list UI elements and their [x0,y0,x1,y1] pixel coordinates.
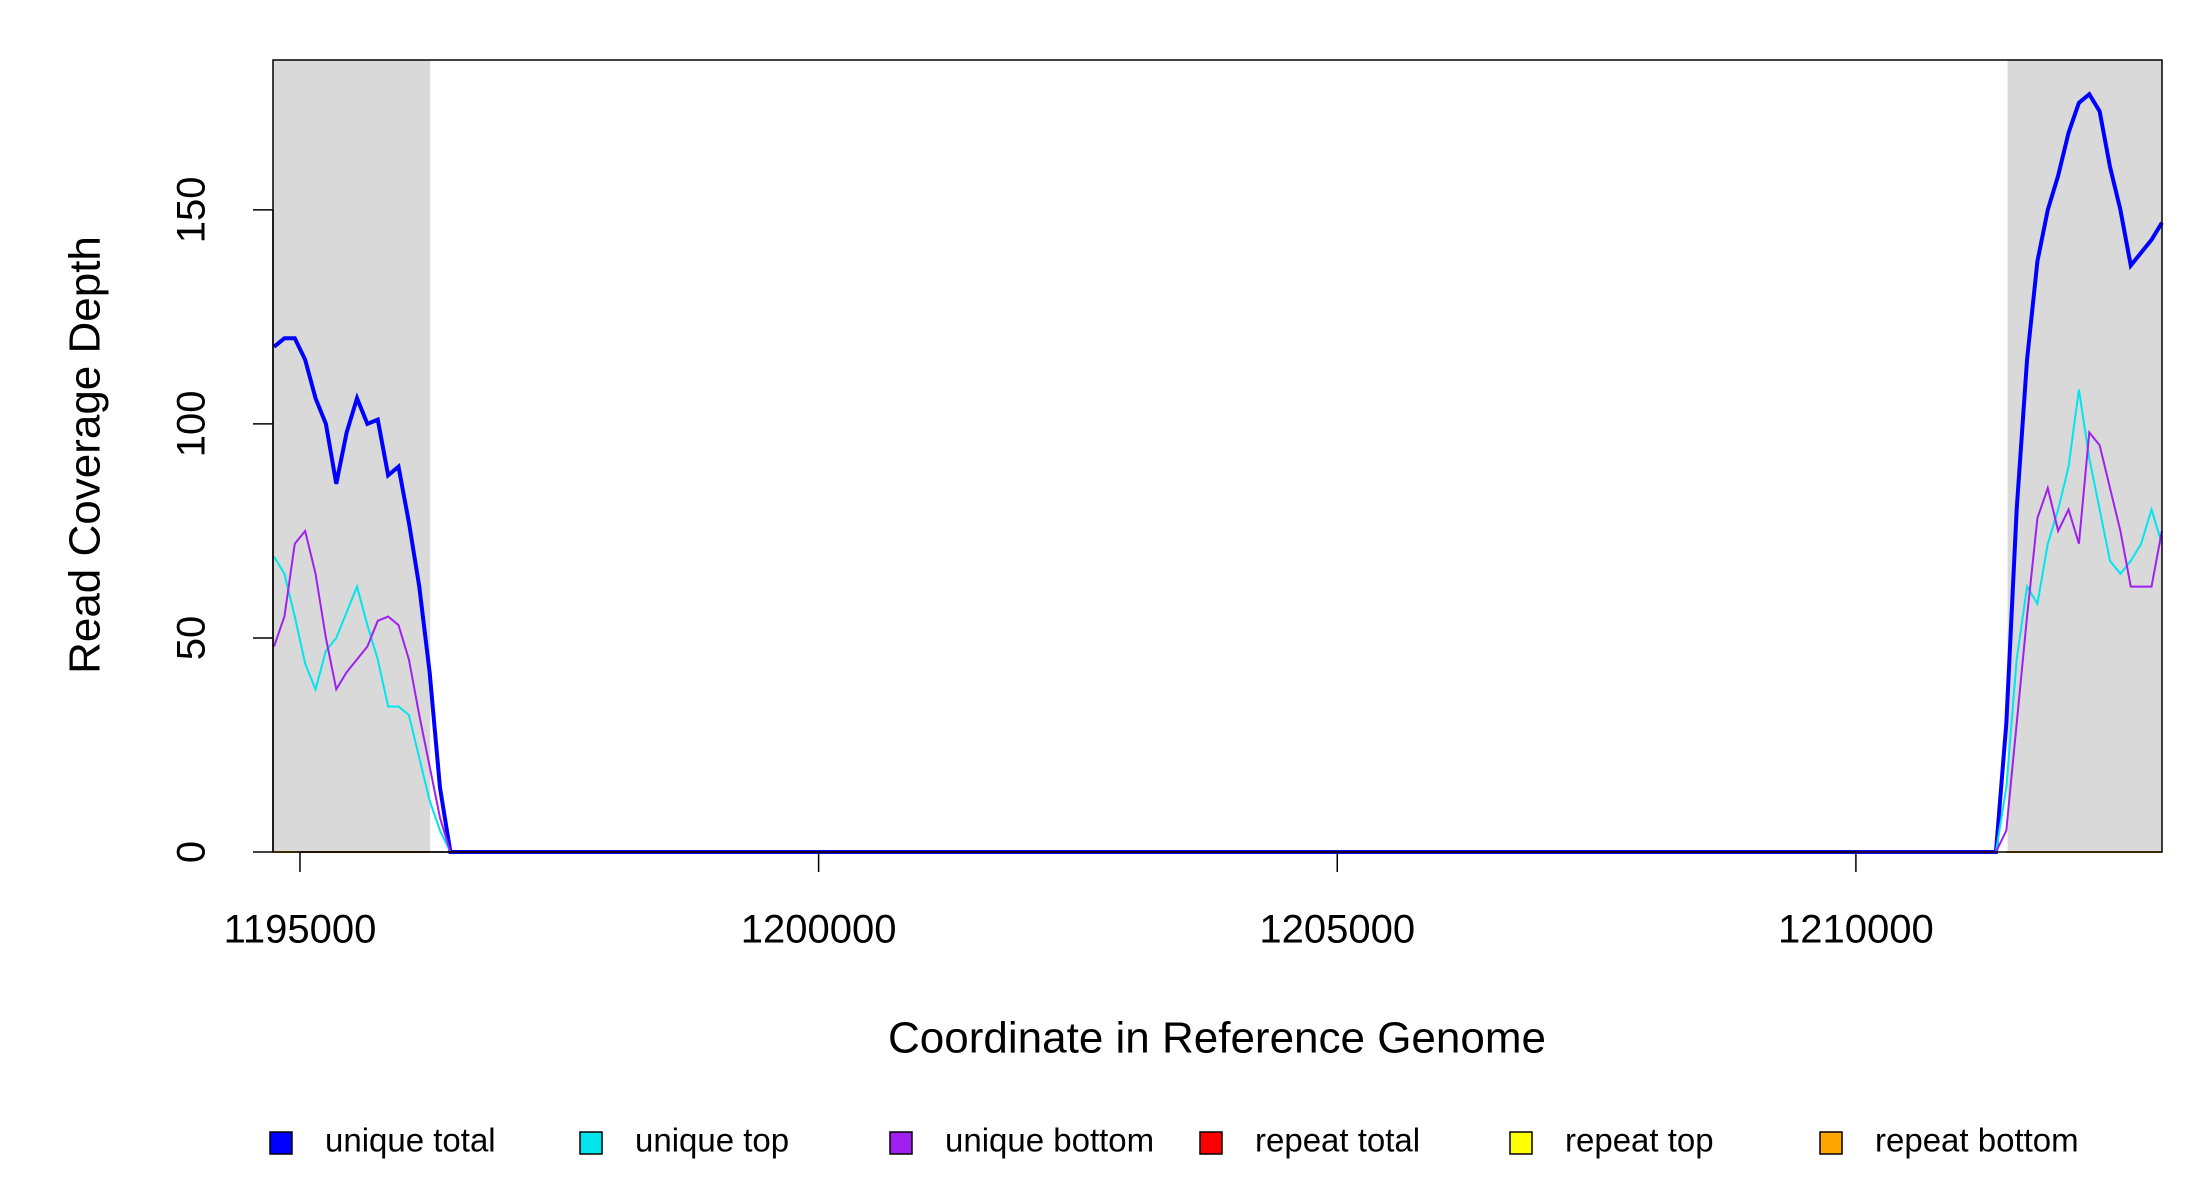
series-line [273,389,2163,853]
x-tick-label: 1195000 [224,908,377,952]
shaded-region [273,60,431,852]
y-tick-label: 50 [170,616,214,661]
x-tick-label: 1205000 [1259,908,1415,952]
series-line [272,91,2164,854]
legend-label: repeat total [1255,1122,1420,1159]
plot-border [272,59,2163,853]
legend-label: unique top [635,1122,789,1159]
legend-swatch [1199,1131,1223,1155]
y-tick-label: 100 [170,391,214,458]
legend-swatch [269,1131,293,1155]
legend-label: repeat bottom [1875,1122,2079,1159]
y-axis-label: Read Coverage Depth [61,236,110,674]
x-tick-label: 1200000 [741,908,897,952]
legend-swatch [1819,1131,1843,1155]
y-tick-label: 150 [170,176,214,243]
legend-swatch [1509,1131,1533,1155]
legend-label: unique total [325,1122,496,1159]
legend-swatch [889,1131,913,1155]
legend-label: repeat top [1565,1122,1714,1159]
series-line [273,429,2163,853]
shaded-region [2007,60,2162,852]
y-tick-label: 0 [170,841,214,863]
legend-label: unique bottom [945,1122,1154,1159]
legend-swatch [579,1131,603,1155]
x-tick-label: 1210000 [1778,908,1934,952]
x-axis-label: Coordinate in Reference Genome [888,1014,1546,1063]
